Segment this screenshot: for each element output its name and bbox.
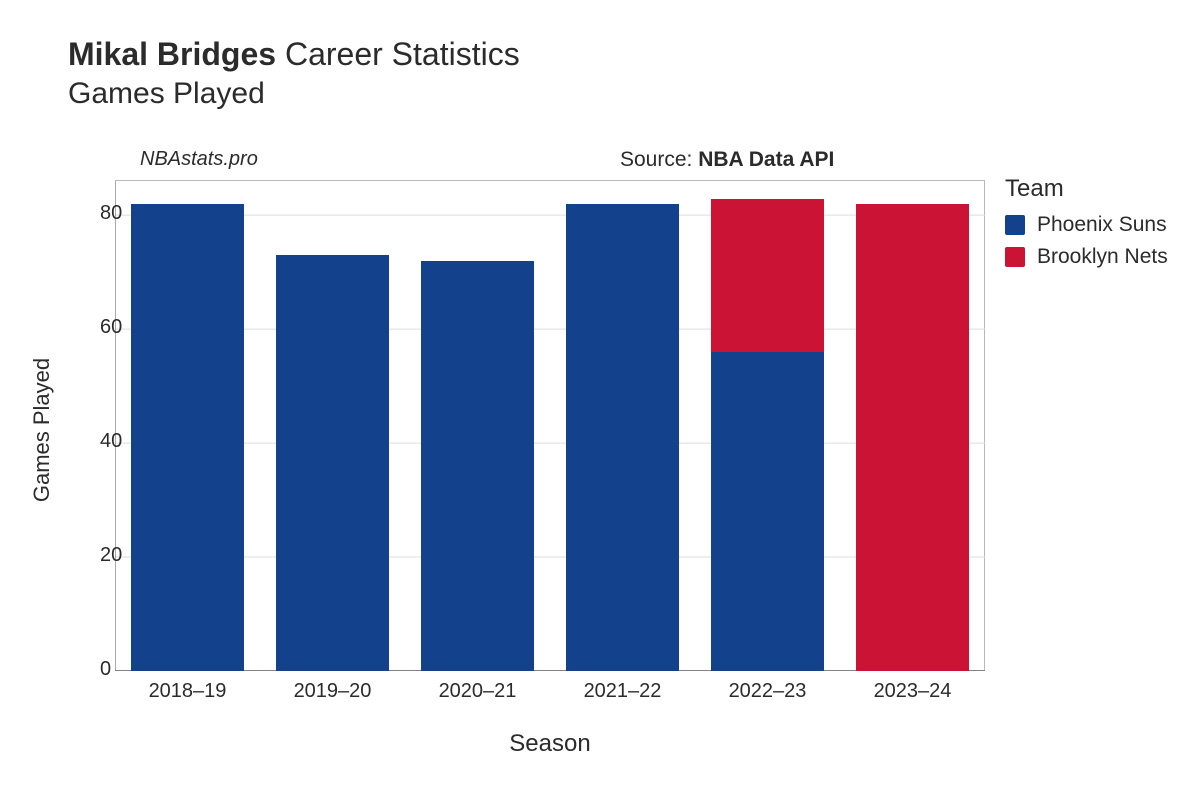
bar-segment [856,204,969,671]
bar-segment [566,204,679,671]
y-axis-label: Games Played [29,358,55,502]
bar-segment [276,255,389,671]
bar-segment [711,352,824,671]
ytick-label: 40 [100,430,103,453]
title-player-name: Mikal Bridges [68,36,276,72]
plot-area [115,180,985,670]
legend: Team Phoenix Suns Brooklyn Nets [1005,175,1168,277]
xtick-label: 2019–20 [294,680,372,703]
chart-subtitle: Games Played [68,77,520,111]
plot-grid [115,181,985,671]
bar-segment [131,204,244,671]
ytick-label: 80 [100,202,103,225]
legend-swatch [1005,215,1025,235]
xtick-label: 2020–21 [439,680,517,703]
xtick-label: 2018–19 [149,680,227,703]
title-rest: Career Statistics [276,36,520,72]
chart-canvas: Mikal Bridges Career Statistics Games Pl… [0,0,1200,800]
ytick-label: 60 [100,316,103,339]
legend-title: Team [1005,175,1168,203]
chart-title: Mikal Bridges Career Statistics Games Pl… [68,36,520,111]
legend-label: Phoenix Suns [1037,213,1167,237]
bar-segment [711,198,824,352]
ytick-label: 20 [100,544,103,567]
xtick-label: 2021–22 [584,680,662,703]
watermark: NBAstats.pro [140,148,258,171]
xtick-label: 2023–24 [874,680,952,703]
legend-item: Phoenix Suns [1005,213,1168,237]
legend-item: Brooklyn Nets [1005,245,1168,269]
source-attribution: Source: NBA Data API [620,148,834,172]
x-axis-label: Season [509,730,590,758]
legend-swatch [1005,247,1025,267]
ytick-label: 0 [100,658,103,681]
bar-segment [421,261,534,671]
source-name: NBA Data API [698,148,834,171]
source-prefix: Source: [620,148,698,171]
xtick-label: 2022–23 [729,680,807,703]
legend-label: Brooklyn Nets [1037,245,1168,269]
